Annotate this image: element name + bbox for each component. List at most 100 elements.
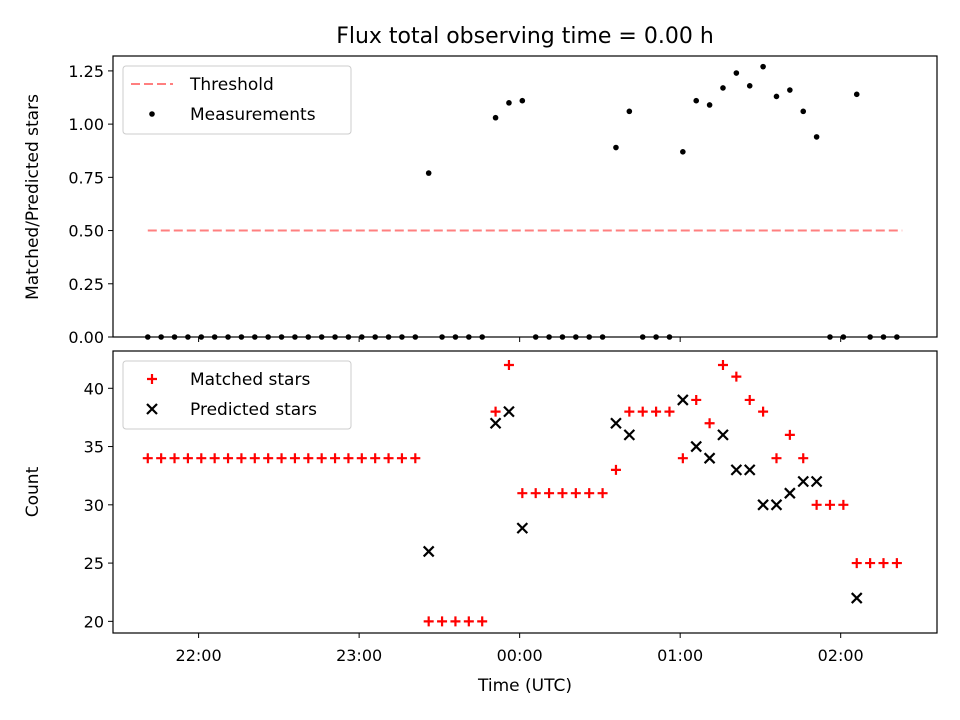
matched-stars-point (544, 488, 555, 499)
predicted-stars-point (623, 429, 636, 441)
matched-stars-point (156, 453, 167, 464)
measurements-point (800, 108, 807, 115)
matched-stars-point (383, 453, 394, 464)
bottom-xtick-label: 23:00 (336, 646, 382, 665)
measurements-point (733, 70, 740, 76)
predicted-stars-series (422, 394, 863, 604)
top-ytick-label: 0.50 (68, 222, 104, 241)
matched-stars-point (249, 453, 260, 464)
matched-stars-point (557, 488, 568, 499)
legend-label: Threshold (189, 75, 274, 95)
legend-box (122, 65, 352, 135)
matched-stars-point (878, 558, 889, 569)
measurements-point (853, 91, 860, 98)
matched-stars-point (651, 406, 662, 417)
measurements-point (693, 97, 700, 104)
bottom-ytick-label: 40 (84, 379, 104, 398)
bottom-ytick-label: 30 (84, 496, 104, 515)
matched-stars-point (517, 488, 528, 499)
measurements-point (626, 108, 633, 115)
top-y-axis-label: Matched/Predicted stars (23, 94, 43, 300)
legend-marker (149, 111, 155, 117)
predicted-stars-point (422, 545, 435, 558)
bottom-ytick-label: 20 (84, 612, 104, 631)
matched-stars-point (223, 453, 234, 464)
predicted-stars-point (730, 464, 743, 476)
predicted-stars-point (850, 592, 863, 604)
matched-stars-point (744, 394, 755, 405)
matched-stars-point (637, 406, 648, 417)
predicted-stars-point (703, 452, 716, 464)
bottom-xtick-label: 01:00 (657, 646, 703, 665)
matched-stars-point (463, 616, 474, 627)
top-ytick-label: 0.25 (68, 275, 104, 294)
measurements-point (706, 102, 713, 108)
bottom-xtick-label: 22:00 (176, 646, 222, 665)
bottom-panel: 20 25 30 35 40 22:00 23:00 00:00 01:00 02:00 Count… (23, 350, 938, 665)
measurements-point (720, 85, 726, 91)
predicted-stars-point (784, 487, 796, 499)
predicted-stars-point (797, 475, 810, 488)
measurements-point (425, 170, 432, 176)
matched-stars-point (410, 453, 421, 464)
matched-stars-point (343, 453, 354, 464)
matched-stars-point (624, 406, 635, 417)
matched-stars-point (450, 616, 461, 627)
measurements-point (492, 114, 499, 121)
predicted-stars-point (757, 499, 769, 511)
matched-stars-point (276, 453, 287, 464)
matched-stars-point (263, 453, 274, 464)
matched-stars-point (691, 394, 702, 405)
top-ytick-label: 0.75 (68, 168, 104, 187)
matched-stars-point (851, 558, 862, 569)
bottom-legend: Matched stars Predicted stars (122, 360, 352, 430)
matched-stars-point (490, 406, 501, 417)
matched-stars-point (758, 406, 769, 417)
legend-label: Matched stars (190, 370, 310, 390)
matched-stars-point (584, 488, 595, 499)
matched-stars-point (717, 359, 728, 370)
matched-stars-point (597, 488, 608, 499)
matched-stars-point (330, 453, 341, 464)
bottom-ytick-label: 25 (84, 554, 104, 573)
measurements-point (813, 134, 820, 140)
legend-box (122, 360, 352, 430)
matched-stars-point (196, 453, 207, 464)
matched-stars-point (610, 464, 621, 475)
predicted-stars-point (610, 417, 622, 430)
predicted-stars-point (810, 475, 823, 488)
measurements-point (787, 87, 793, 93)
matched-stars-point (865, 558, 876, 569)
matched-stars-point (236, 453, 247, 464)
bottom-ytick-label: 35 (84, 438, 104, 457)
matched-stars-series (142, 359, 902, 627)
legend-marker (146, 403, 158, 415)
matched-stars-point (771, 453, 782, 464)
predicted-stars-point (743, 464, 756, 476)
matched-stars-point (142, 453, 153, 464)
predicted-stars-point (717, 429, 729, 441)
matched-stars-point (530, 488, 541, 499)
measurements-point (746, 83, 753, 89)
measurements-point (773, 93, 780, 100)
matched-stars-point (423, 616, 434, 627)
legend-label: Predicted stars (190, 400, 317, 420)
predicted-stars-point (503, 405, 515, 418)
matched-stars-point (798, 453, 809, 464)
matched-stars-point (437, 616, 448, 627)
measurements-point (613, 144, 619, 151)
figure-title: Flux total observing time = 0.00 h (336, 24, 714, 49)
matched-stars-point (396, 453, 407, 464)
matched-stars-point (838, 499, 849, 510)
matched-stars-point (891, 558, 902, 569)
bottom-y-axis-label: Count (23, 466, 43, 517)
top-ytick-label: 0.00 (68, 328, 104, 347)
top-axes-frame (112, 55, 938, 338)
matched-stars-point (356, 453, 367, 464)
matched-stars-point (811, 499, 822, 510)
x-axis-label: Time (UTC) (477, 676, 572, 696)
matched-stars-point (731, 371, 742, 382)
matched-stars-point (182, 453, 193, 464)
legend-marker (147, 374, 157, 384)
